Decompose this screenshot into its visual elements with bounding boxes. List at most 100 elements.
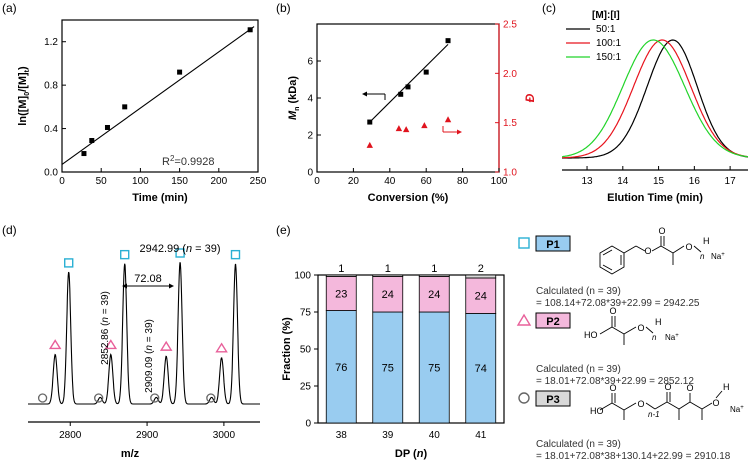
panel-b-axes-frame [316, 23, 500, 173]
a-ytick-label: 0.8 [44, 81, 58, 92]
b-xtick-label: 0 [314, 176, 320, 187]
e-bar-p3 [372, 274, 404, 277]
p2-badge-label: P2 [546, 316, 559, 328]
panel-c-legend: 50:1 100:1 150:1 [566, 24, 621, 63]
e-bar-p3 [465, 274, 497, 279]
d-square-marker [120, 249, 130, 260]
panel-a-fit-line [61, 26, 255, 165]
e-bar-p2 [418, 276, 450, 313]
panel-e-bars: 76 23 1 75 24 1 75 24 1 74 24 2 [325, 263, 497, 424]
e-ytick-label: 0 [305, 419, 311, 430]
e-ytick-label: 100 [294, 271, 311, 282]
p1-n: n [700, 252, 705, 261]
c-xtick-label: 14 [617, 176, 629, 187]
panel-c-curves [562, 39, 748, 159]
e-bar-label-p2: 24 [382, 289, 394, 301]
b-mn-point [445, 38, 451, 44]
e-bar-label-p2: 24 [475, 291, 487, 303]
d-triangle-marker [104, 339, 118, 350]
a-xtick-label: 50 [96, 176, 108, 187]
c-curve-50-1 [562, 39, 748, 159]
c-legend-label: 50:1 [596, 24, 616, 35]
b-mn-point [405, 84, 411, 90]
p2-calc-line1: Calculated (n = 39) [536, 364, 621, 375]
p3-circle-marker [518, 392, 530, 404]
e-bar-p1 [465, 313, 497, 424]
d-circle-marker [37, 393, 48, 403]
c-legend-label: 150:1 [596, 52, 621, 63]
p3-structure [599, 390, 723, 420]
b-ytick-right-label: 2.0 [503, 69, 517, 80]
p2-structure [599, 316, 654, 345]
p3-carbonyl-o: O [609, 383, 616, 393]
p1-ether-o: O [644, 246, 651, 256]
b-xtick-label: 80 [457, 176, 469, 187]
panel-c: (c) 13 14 15 16 17 [M]:[I] 50:1 100:1 150:1 El… [542, 1, 748, 204]
a-xtick-label: 150 [171, 176, 188, 187]
p1-chain-o: O [685, 242, 692, 252]
a-ytick-label: 1.2 [44, 37, 58, 48]
p3-hydroxyl-o: O [712, 398, 719, 408]
c-xtick-label: 13 [581, 176, 593, 187]
panel-a-ticks: 0 50 100 150 200 250 0.0 0.4 0.8 1.2 [44, 37, 267, 187]
panel-e: (e) 0 25 50 75 100 38 39 40 41 76 23 1 75 24 1 75 24 1 74… [276, 223, 505, 460]
panel-d-label-2909: 2909.09 (n = 39) [144, 319, 155, 393]
p1-calc-line2: = 108.14+72.08*39+22.99 = 2942.25 [536, 298, 700, 309]
p1-na: Na+ [711, 252, 725, 261]
b-ytick-left-label: 0 [307, 168, 313, 179]
p2-carbonyl-o: O [609, 306, 616, 316]
e-bar-label-p1: 75 [382, 363, 394, 375]
b-xtick-label: 20 [348, 176, 360, 187]
panel-d-label: (d) [2, 223, 17, 237]
e-bar-label-p3: 1 [338, 263, 344, 275]
a-data-point [89, 138, 95, 144]
a-data-point [104, 124, 110, 130]
e-bar-p2 [372, 276, 404, 313]
b-ytick-left-label: 2 [307, 131, 313, 142]
p3-ho: HO [590, 406, 604, 416]
panel-b-ylabel-right: Đ [523, 93, 537, 102]
p2-ho: HO [584, 330, 598, 340]
p1-badge [535, 235, 571, 252]
panel-c-label: (c) [542, 1, 556, 15]
e-xtick-label: 38 [336, 430, 348, 441]
panel-b-ticks: 0 20 40 60 80 100 0 2 4 6 1.0 1.5 2.0 2.5 [307, 20, 517, 188]
p2-badge [535, 312, 571, 329]
panel-e-ylabel: Fraction (%) [281, 317, 293, 381]
p3-badge-label: P3 [546, 394, 559, 406]
e-bar-label-p2: 23 [335, 289, 347, 301]
a-xtick-label: 0 [59, 176, 65, 187]
b-dispersity-point [402, 126, 410, 133]
panel-d: (d) 2800 2900 3000 m/z 2942.99 (n = 39) 72… [2, 223, 260, 460]
b-ytick-right-label: 1.0 [503, 168, 517, 179]
p2-chain-o: O [637, 323, 644, 333]
b-dispersity-point [366, 141, 373, 148]
e-bar-label-p3: 1 [385, 263, 391, 275]
p2-na: Na+ [665, 333, 679, 342]
c-curve-150-1 [562, 39, 748, 158]
p3-ether-o: O [686, 383, 693, 393]
c-legend-label: 100:1 [596, 38, 621, 49]
b-dispersity-point [444, 116, 452, 123]
panel-d-spacing-arrow [122, 283, 174, 289]
panel-c-legend-title: [M]:[I] [592, 10, 620, 21]
panel-e-xlabel: DP (n) [395, 448, 428, 460]
p1-calc-line1: Calculated (n = 39) [536, 286, 621, 297]
c-xtick-label: 16 [689, 176, 701, 187]
e-bar-p1 [418, 311, 450, 424]
b-xtick-label: 100 [491, 176, 508, 187]
b-mn-point [367, 119, 373, 125]
e-bar-p3 [325, 274, 357, 277]
d-triangle-marker [48, 339, 62, 350]
c-curve-100-1 [562, 39, 748, 159]
b-mn-point [398, 91, 404, 97]
e-bar-label-p3: 2 [478, 263, 484, 275]
panel-e-label: (e) [276, 223, 291, 237]
b-dispersity-point [421, 122, 428, 129]
p2-calc-line2: = 18.01+72.08*39+22.99 = 2852.12 [536, 376, 694, 387]
panel-a-ylabel: ln([M]0/[M]t) [17, 66, 31, 126]
a-xtick-label: 250 [250, 176, 267, 187]
p3-calc-line1: Calculated (n = 39) [536, 439, 621, 450]
panel-b-xlabel: Conversion (%) [368, 192, 449, 204]
